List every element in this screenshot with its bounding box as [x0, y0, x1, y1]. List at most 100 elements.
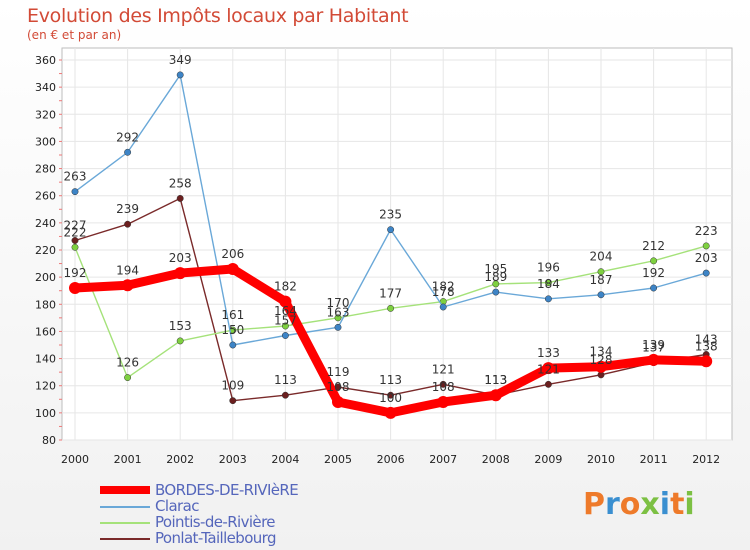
legend-label-bordes: BORDES-DE-RIVIèRE	[155, 481, 299, 499]
y-tick-label: 240	[35, 217, 56, 230]
legend-swatch-bordes	[100, 486, 150, 494]
data-point-3	[124, 220, 132, 228]
y-tick-label: 220	[35, 244, 56, 257]
data-label-0: 192	[64, 266, 87, 280]
data-point-1	[544, 295, 552, 303]
y-tick-label: 140	[35, 353, 56, 366]
data-point-0	[332, 396, 344, 408]
data-label-2: 182	[432, 280, 455, 294]
data-label-2: 195	[484, 262, 507, 276]
data-label-1: 184	[537, 277, 560, 291]
data-point-0	[700, 355, 713, 368]
data-point-3	[281, 391, 289, 399]
data-label-1: 150	[221, 323, 244, 337]
data-point-3	[387, 391, 395, 399]
data-label-2: 161	[221, 308, 244, 322]
data-point-2	[176, 337, 184, 345]
y-tick-label: 340	[35, 81, 56, 94]
y-tick-label: 80	[42, 434, 56, 447]
data-point-0	[542, 362, 555, 375]
data-label-1: 203	[695, 251, 718, 265]
data-label-0: 113	[484, 373, 507, 387]
data-point-3	[71, 237, 79, 244]
data-label-2: 153	[169, 319, 192, 333]
x-tick-label: 2011	[640, 453, 668, 466]
data-point-2	[544, 279, 552, 287]
data-label-2: 196	[537, 261, 560, 275]
x-tick-label: 2002	[166, 453, 194, 466]
data-label-0: 138	[695, 339, 718, 353]
data-label-2: 177	[379, 286, 402, 300]
data-label-0: 108	[327, 380, 350, 394]
x-tick-label: 2007	[429, 453, 457, 466]
y-tick-label: 200	[35, 271, 56, 284]
data-label-1: 178	[432, 285, 455, 299]
data-label-0: 139	[642, 338, 665, 352]
data-label-0: 206	[221, 247, 244, 261]
data-label-2: 126	[116, 356, 139, 370]
data-label-0: 194	[116, 263, 139, 277]
data-point-2	[387, 304, 395, 312]
data-point-2	[281, 322, 289, 330]
proxiti-logo: Proxiti	[583, 487, 695, 522]
data-point-1	[702, 269, 710, 277]
data-point-2	[124, 374, 132, 382]
data-label-0: 100	[379, 391, 402, 405]
x-tick-label: 2012	[692, 453, 720, 466]
y-tick-label: 280	[35, 163, 56, 176]
legend-swatch-clarac	[100, 506, 150, 508]
data-point-1	[597, 291, 605, 299]
plot-area	[61, 47, 733, 441]
data-point-0	[279, 295, 292, 308]
data-label-3: 113	[379, 373, 402, 387]
y-tick-label: 160	[35, 325, 56, 338]
data-label-3: 121	[432, 362, 455, 376]
x-tick-label: 2006	[377, 453, 405, 466]
data-point-3	[229, 397, 237, 405]
x-tick-label: 2001	[114, 453, 142, 466]
data-point-1	[124, 148, 132, 156]
data-label-1: 349	[169, 53, 192, 67]
data-label-2: 164	[274, 304, 297, 318]
data-point-0	[69, 282, 81, 294]
data-point-1	[492, 288, 500, 296]
legend-label-pointis: Pointis-de-Rivière	[155, 513, 276, 531]
data-point-2	[334, 314, 342, 322]
data-label-2: 222	[64, 225, 87, 239]
data-point-2	[702, 242, 710, 250]
x-tick-label: 2009	[534, 453, 562, 466]
legend-label-clarac: Clarac	[155, 497, 199, 515]
chart-title: Evolution des Impôts locaux par Habitant	[27, 5, 409, 27]
x-tick-label: 2000	[61, 453, 89, 466]
data-point-0	[174, 267, 187, 280]
data-label-3: 109	[221, 379, 244, 393]
data-point-0	[437, 396, 450, 408]
data-label-1: 189	[484, 270, 507, 284]
data-label-3: 258	[169, 176, 192, 190]
data-point-0	[384, 406, 397, 419]
x-tick-label: 2010	[587, 453, 615, 466]
data-point-0	[489, 389, 502, 402]
data-label-0: 134	[590, 345, 613, 359]
data-label-3: 113	[274, 373, 297, 387]
data-label-3: 113	[484, 373, 507, 387]
y-tick-label: 260	[35, 190, 56, 203]
data-label-2: 170	[327, 296, 350, 310]
data-point-3	[544, 380, 552, 388]
x-tick-label: 2003	[219, 453, 247, 466]
chart-subtitle: (en € et par an)	[27, 28, 122, 42]
data-point-2	[650, 257, 658, 265]
data-label-0: 182	[274, 280, 297, 294]
data-label-3: 227	[64, 219, 87, 233]
data-label-1: 163	[327, 305, 350, 319]
data-point-1	[71, 188, 79, 196]
data-label-0: 108	[432, 380, 455, 394]
data-point-1	[281, 332, 289, 339]
data-point-1	[176, 71, 184, 79]
data-label-3: 119	[327, 365, 350, 379]
data-label-3: 128	[590, 353, 613, 367]
data-label-0: 133	[537, 346, 560, 360]
data-label-1: 263	[64, 170, 87, 184]
data-point-3	[176, 194, 184, 202]
